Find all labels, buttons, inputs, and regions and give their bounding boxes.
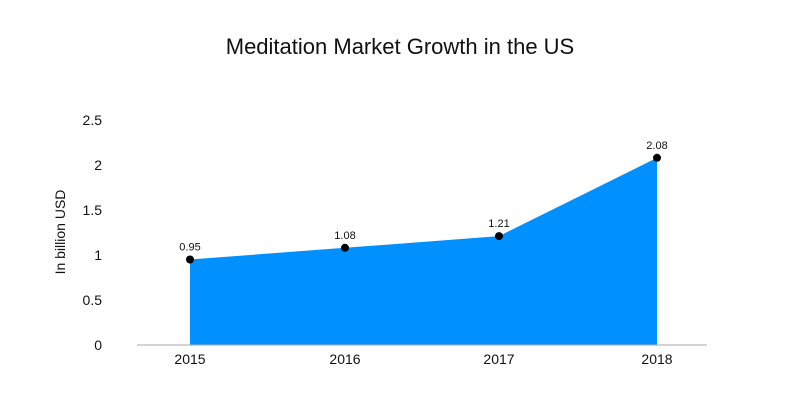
y-tick-label: 2 xyxy=(94,157,102,173)
x-tick-label: 2016 xyxy=(329,351,360,367)
data-point-marker xyxy=(495,232,503,241)
y-tick-label: 2.5 xyxy=(83,112,103,128)
y-axis-label: In billion USD xyxy=(52,190,68,275)
x-tick-label: 2018 xyxy=(641,351,672,367)
data-point-marker xyxy=(341,243,349,252)
data-label: 1.08 xyxy=(334,230,355,242)
y-tick-label: 0 xyxy=(94,337,102,353)
data-point-marker xyxy=(186,255,194,264)
chart-title: Meditation Market Growth in the US xyxy=(225,34,575,59)
data-label: 2.08 xyxy=(646,140,667,152)
y-tick-label: 1.5 xyxy=(83,202,103,218)
data-label: 1.21 xyxy=(488,218,509,230)
data-point-marker xyxy=(653,153,661,162)
x-tick-label: 2015 xyxy=(174,351,205,367)
data-label: 0.95 xyxy=(179,242,200,254)
y-tick-label: 0.5 xyxy=(83,292,103,308)
x-tick-label: 2017 xyxy=(483,351,514,367)
area-fill xyxy=(190,157,657,345)
y-tick-label: 1 xyxy=(94,247,102,263)
